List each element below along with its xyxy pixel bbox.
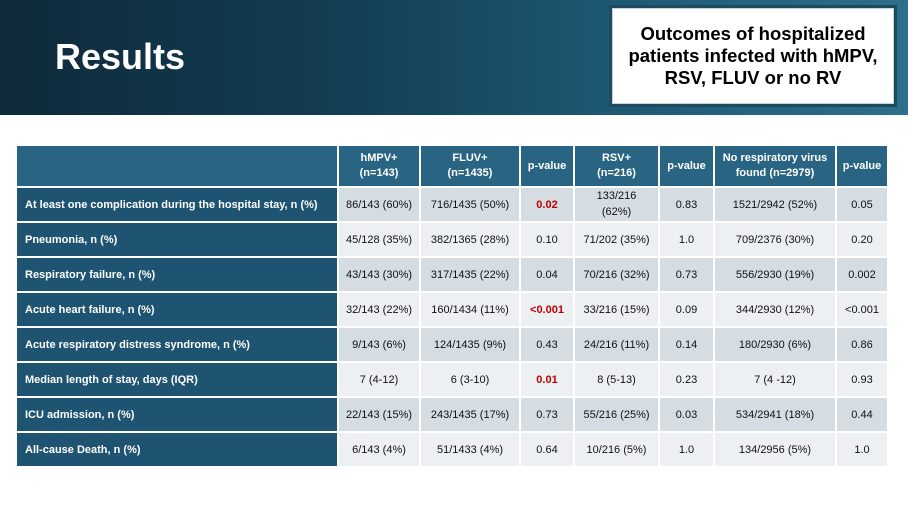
table-cell: 86/143 (60%) [337,186,421,223]
table-row: Respiratory failure, n (%) 43/143 (30%) 31… [15,256,889,293]
table-cell: 71/202 (35%) [573,221,660,258]
table-row: ICU admission, n (%) 22/143 (15%) 243/1435… [15,396,889,433]
table-cell: 0.43 [519,326,575,363]
table-cell: 133/216 (62%) [573,186,660,223]
table-cell: 0.14 [658,326,715,363]
table-cell: 0.23 [658,361,715,398]
table-cell: 7 (4 -12) [713,361,837,398]
table-cell: 0.05 [835,186,889,223]
table-cell: 1.0 [658,431,715,468]
table-row: Pneumonia, n (%) 45/128 (35%) 382/1365 (28… [15,221,889,258]
row-label: ICU admission, n (%) [15,396,339,433]
table-cell: 0.002 [835,256,889,293]
row-label: Pneumonia, n (%) [15,221,339,258]
table-cell: 317/1435 (22%) [419,256,521,293]
table-cell: 10/216 (5%) [573,431,660,468]
table-cell: 0.09 [658,291,715,328]
row-label: Respiratory failure, n (%) [15,256,339,293]
table-cell: 0.03 [658,396,715,433]
table-cell: 7 (4-12) [337,361,421,398]
table-cell: 0.44 [835,396,889,433]
table-cell: 1.0 [835,431,889,468]
table-header-row: hMPV+ (n=143) FLUV+ (n=1435) p-value RSV+ (n=2… [15,144,889,188]
header-cell: p-value [658,144,715,188]
table-cell: 1521/2942 (52%) [713,186,837,223]
table-cell: 344/2930 (12%) [713,291,837,328]
table-cell: 9/143 (6%) [337,326,421,363]
table-row: All-cause Death, n (%) 6/143 (4%) 51/1433 … [15,431,889,468]
table-cell: 180/2930 (6%) [713,326,837,363]
table-cell: 51/1433 (4%) [419,431,521,468]
subtitle-box: Outcomes of hospitalized patients infect… [612,8,894,104]
table-cell: 243/1435 (17%) [419,396,521,433]
table-cell: 1.0 [658,221,715,258]
table-cell: 0.02 [519,186,575,223]
table-cell: 43/143 (30%) [337,256,421,293]
header-cell: p-value [519,144,575,188]
results-table: hMPV+ (n=143) FLUV+ (n=1435) p-value RSV+ (n=2… [15,144,889,468]
table-cell: 22/143 (15%) [337,396,421,433]
table-cell: 0.01 [519,361,575,398]
table-row: Median length of stay, days (IQR) 7 (4-12… [15,361,889,398]
table-cell: 55/216 (25%) [573,396,660,433]
row-label: Acute respiratory distress syndrome, n (… [15,326,339,363]
table-cell: 124/1435 (9%) [419,326,521,363]
table-cell: 32/143 (22%) [337,291,421,328]
table-cell: 382/1365 (28%) [419,221,521,258]
table-cell: 0.20 [835,221,889,258]
header-cell: hMPV+ (n=143) [337,144,421,188]
table-cell: 33/216 (15%) [573,291,660,328]
table-cell: 0.86 [835,326,889,363]
table-cell: 0.73 [658,256,715,293]
header-cell-empty [15,144,339,188]
header-cell: FLUV+ (n=1435) [419,144,521,188]
table-cell: 556/2930 (19%) [713,256,837,293]
table-row: At least one complication during the hos… [15,186,889,223]
row-label: Median length of stay, days (IQR) [15,361,339,398]
table-cell: 45/128 (35%) [337,221,421,258]
table-cell: <0.001 [519,291,575,328]
row-label: At least one complication during the hos… [15,186,339,223]
header-cell: RSV+ (n=216) [573,144,660,188]
table-cell: 8 (5-13) [573,361,660,398]
table-cell: 6 (3-10) [419,361,521,398]
table-cell: 134/2956 (5%) [713,431,837,468]
table-cell: <0.001 [835,291,889,328]
table-cell: 0.83 [658,186,715,223]
row-label: All-cause Death, n (%) [15,431,339,468]
table-cell: 0.04 [519,256,575,293]
table-cell: 534/2941 (18%) [713,396,837,433]
table-cell: 70/216 (32%) [573,256,660,293]
table-cell: 24/216 (11%) [573,326,660,363]
table-row: Acute respiratory distress syndrome, n (… [15,326,889,363]
table-cell: 0.73 [519,396,575,433]
page-title: Results [55,36,186,77]
table-cell: 716/1435 (50%) [419,186,521,223]
table-cell: 160/1434 (11%) [419,291,521,328]
table-cell: 709/2376 (30%) [713,221,837,258]
table-cell: 6/143 (4%) [337,431,421,468]
table-cell: 0.64 [519,431,575,468]
header-cell: p-value [835,144,889,188]
table-cell: 0.10 [519,221,575,258]
table-cell: 0.93 [835,361,889,398]
header-cell: No respiratory virus found (n=2979) [713,144,837,188]
table-row: Acute heart failure, n (%) 32/143 (22%) 16… [15,291,889,328]
row-label: Acute heart failure, n (%) [15,291,339,328]
